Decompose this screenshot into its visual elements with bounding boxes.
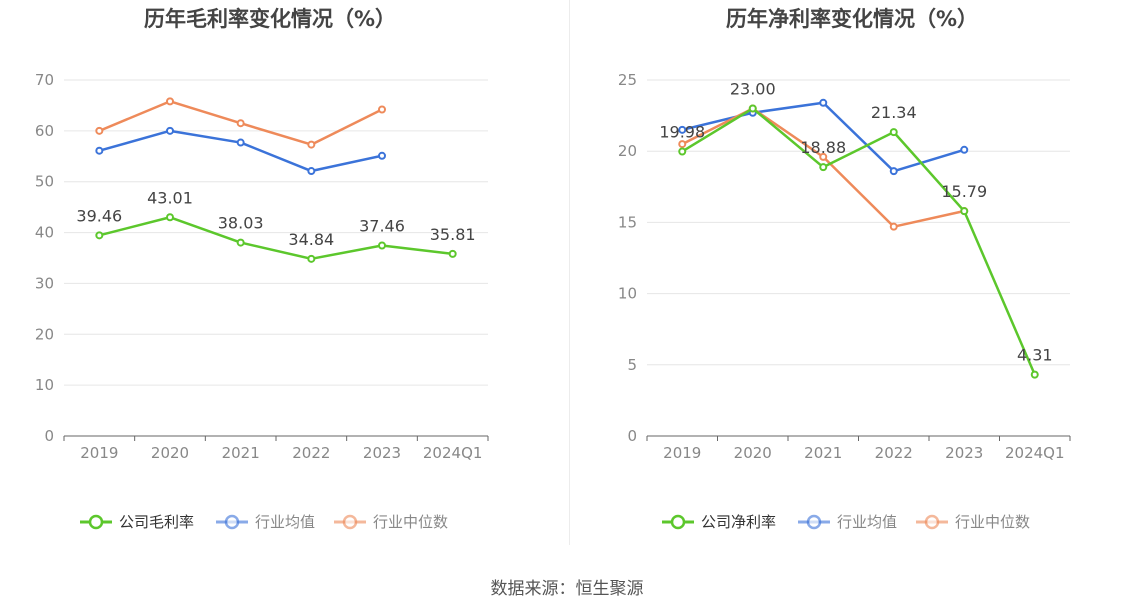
- x-tick-label: 2022: [875, 444, 913, 462]
- series-line-industry-avg: [98, 129, 383, 173]
- data-point-industry-median: [889, 222, 898, 231]
- data-point-company: [960, 207, 969, 216]
- x-tick-label: 2023: [945, 444, 983, 462]
- data-point-company: [166, 213, 174, 222]
- data-point-industry-avg: [378, 151, 386, 160]
- data-point-industry-avg: [236, 138, 245, 147]
- data-label: 39.46: [76, 206, 122, 225]
- data-label: 15.79: [941, 182, 987, 201]
- legend-marker: [88, 514, 104, 530]
- y-tick-label: 10: [618, 285, 637, 303]
- legend-marker: [342, 514, 358, 530]
- data-point-industry-median: [95, 126, 104, 135]
- legend-marker: [224, 514, 240, 530]
- x-tick-label: 2020: [151, 444, 189, 462]
- data-point-industry-avg: [960, 145, 969, 154]
- data-point-industry-median: [307, 140, 316, 149]
- y-tick-label: 20: [35, 325, 54, 343]
- legend-item-industry-avg: 行业均值: [216, 513, 315, 531]
- data-label: 37.46: [359, 216, 405, 235]
- data-point-company: [889, 128, 898, 137]
- legend-marker: [924, 514, 940, 530]
- data-label: 4.31: [1017, 346, 1053, 365]
- legend-item-industry-avg: 行业均值: [798, 513, 897, 531]
- legend-label: 行业中位数: [373, 513, 448, 531]
- x-tick-label: 2024Q1: [423, 444, 483, 462]
- y-tick-label: 0: [44, 427, 54, 445]
- x-tick-label: 2021: [804, 444, 842, 462]
- x-tick-label: 2019: [663, 444, 701, 462]
- gross-margin-chart: 历年毛利率变化情况（%） 0 10 20 30 40 50 60 70 2019 2020 2021 2…: [35, 7, 489, 531]
- x-tick-label: 2024Q1: [1005, 444, 1065, 462]
- net-margin-chart: 历年净利率变化情况（%） 0 5 10 15 20 25 2019 2020 2021 2022 20…: [618, 7, 1071, 531]
- data-point-company: [448, 249, 457, 258]
- data-label: 43.01: [147, 188, 193, 207]
- data-point-company: [748, 104, 757, 113]
- data-source-label: 数据来源：恒生聚源: [490, 579, 644, 599]
- data-point-industry-median: [819, 152, 828, 161]
- data-label: 35.81: [430, 225, 476, 244]
- legend-label: 公司毛利率: [119, 513, 194, 531]
- data-label: 19.98: [659, 122, 705, 141]
- data-point-industry-avg: [166, 126, 174, 135]
- legend-label: 行业均值: [255, 513, 315, 531]
- legend-label: 公司净利率: [701, 513, 776, 531]
- data-point-company: [95, 231, 104, 240]
- data-label: 23.00: [730, 79, 776, 98]
- x-tick-label: 2021: [222, 444, 260, 462]
- y-tick-label: 50: [35, 173, 54, 191]
- x-tick-label: 2023: [363, 444, 401, 462]
- data-label: 38.03: [218, 214, 264, 233]
- y-tick-label: 25: [618, 71, 637, 89]
- data-label: 21.34: [871, 103, 917, 122]
- chart-title: 历年净利率变化情况（%）: [726, 7, 978, 31]
- y-tick-label: 10: [35, 376, 54, 394]
- data-point-company: [819, 163, 828, 172]
- data-label: 34.84: [288, 230, 334, 249]
- data-point-company: [1030, 370, 1039, 379]
- legend-label: 行业中位数: [955, 513, 1030, 531]
- x-tick-label: 2022: [292, 444, 330, 462]
- data-point-company: [236, 238, 245, 247]
- data-label: 18.88: [800, 138, 846, 157]
- data-point-industry-median: [678, 140, 687, 149]
- data-point-company: [678, 147, 687, 156]
- y-tick-label: 60: [35, 122, 54, 140]
- data-point-company: [378, 241, 386, 250]
- y-tick-label: 70: [35, 71, 54, 89]
- legend-marker: [670, 514, 686, 530]
- y-tick-label: 0: [627, 427, 637, 445]
- data-point-industry-avg: [307, 167, 316, 176]
- y-tick-label: 20: [618, 142, 637, 160]
- data-point-industry-avg: [678, 125, 687, 134]
- chart-title: 历年毛利率变化情况（%）: [144, 7, 396, 31]
- chart-divider: [569, 0, 570, 545]
- legend-marker: [806, 514, 822, 530]
- data-point-industry-median: [166, 97, 174, 106]
- data-point-industry-avg: [889, 167, 898, 176]
- data-point-industry-median: [378, 105, 386, 114]
- y-tick-label: 5: [627, 356, 637, 374]
- series-line-company: [681, 107, 1036, 376]
- legend-item-company: 公司毛利率: [80, 513, 194, 531]
- x-tick-label: 2020: [734, 444, 772, 462]
- x-tick-label: 2019: [80, 444, 118, 462]
- y-tick-label: 40: [35, 224, 54, 242]
- data-point-industry-avg: [819, 98, 828, 107]
- legend-item-company: 公司净利率: [662, 513, 776, 531]
- y-tick-label: 15: [618, 213, 637, 231]
- data-point-industry-median: [236, 119, 245, 128]
- legend-item-industry-median: 行业中位数: [916, 513, 1030, 531]
- legend-label: 行业均值: [837, 513, 897, 531]
- series-line-company: [99, 216, 453, 261]
- legend-item-industry-median: 行业中位数: [334, 513, 448, 531]
- data-point-company: [307, 254, 316, 263]
- y-tick-label: 30: [35, 274, 54, 292]
- data-point-industry-avg: [95, 146, 104, 155]
